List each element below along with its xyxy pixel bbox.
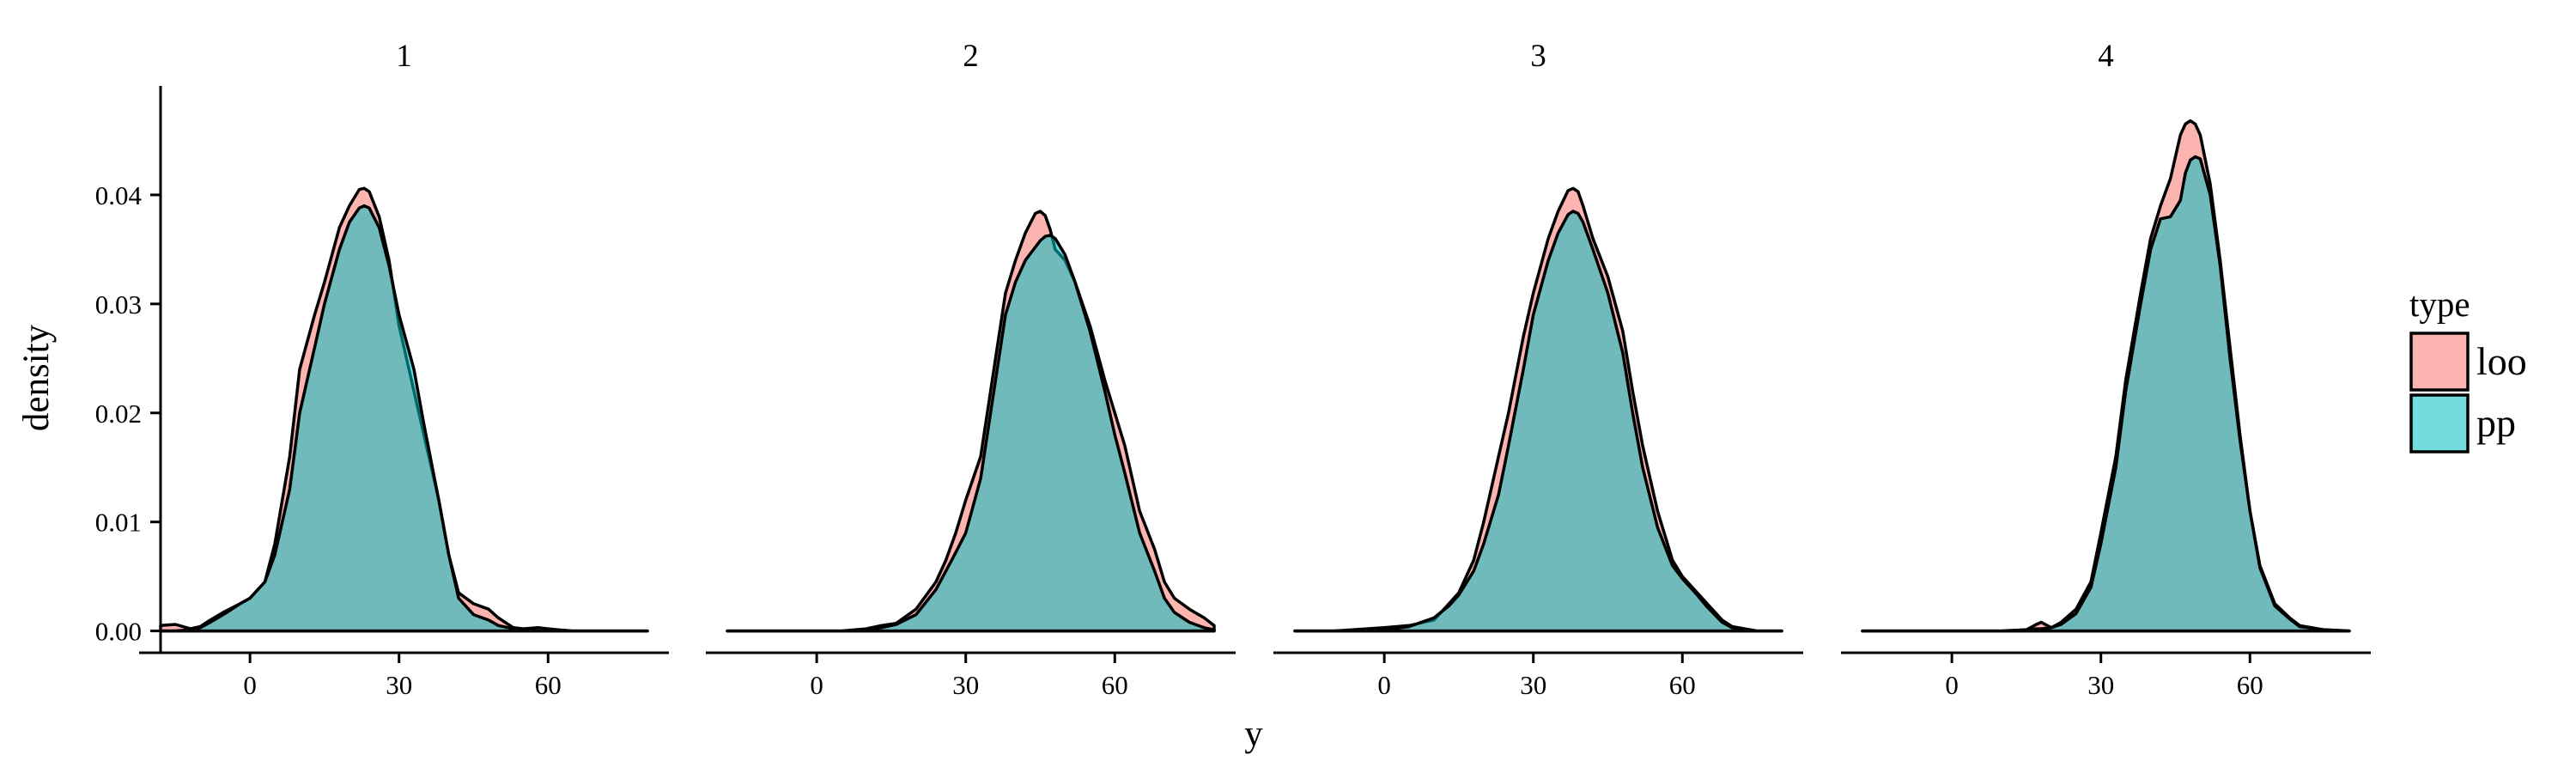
facet-panel-4: 4 0 30 60 bbox=[1841, 39, 2371, 700]
y-axis-title: density bbox=[16, 324, 57, 431]
x-tick-label: 60 bbox=[535, 670, 562, 700]
x-tick-label: 0 bbox=[243, 670, 257, 700]
legend-label-loo: loo bbox=[2476, 339, 2527, 383]
facet-label: 1 bbox=[396, 39, 412, 74]
density-area-pp bbox=[1293, 210, 1783, 633]
legend-title: type bbox=[2409, 284, 2470, 324]
density-area-pp bbox=[159, 204, 649, 633]
facet-panel-2: 2 0 30 60 bbox=[706, 39, 1236, 700]
facet-label: 2 bbox=[963, 39, 979, 74]
x-tick-label: 60 bbox=[1102, 670, 1128, 700]
x-tick-label: 30 bbox=[952, 670, 979, 700]
y-tick-label: 0.00 bbox=[95, 617, 142, 647]
y-tick-label: 0.03 bbox=[95, 289, 142, 320]
x-tick-label: 0 bbox=[1377, 670, 1391, 700]
y-tick-label: 0.02 bbox=[95, 399, 142, 429]
x-tick-label: 60 bbox=[2237, 670, 2263, 700]
x-tick-label: 30 bbox=[386, 670, 412, 700]
legend-key-loo bbox=[2409, 332, 2470, 392]
y-tick-label: 0.04 bbox=[95, 180, 143, 210]
x-tick-label: 0 bbox=[1945, 670, 1959, 700]
x-tick-label: 30 bbox=[2087, 670, 2114, 700]
facet-panel-1: 1 0 30 60 0.00 0.01 0.02 0.03 0.04 bbox=[95, 39, 669, 700]
x-tick-label: 60 bbox=[1669, 670, 1696, 700]
legend: type loo pp bbox=[2409, 284, 2527, 453]
facet-label: 4 bbox=[2098, 39, 2114, 74]
x-tick-label: 30 bbox=[1520, 670, 1546, 700]
x-axis-title: y bbox=[1244, 714, 1263, 754]
facet-label: 3 bbox=[1530, 39, 1546, 74]
legend-key-pp bbox=[2409, 393, 2470, 453]
x-tick-label: 0 bbox=[810, 670, 823, 700]
facet-panel-3: 30 30 60 bbox=[1273, 39, 1803, 700]
density-area-pp bbox=[1861, 155, 2351, 633]
legend-label-pp: pp bbox=[2476, 401, 2516, 445]
density-area-pp bbox=[726, 234, 1216, 633]
y-tick-label: 0.01 bbox=[95, 508, 142, 538]
